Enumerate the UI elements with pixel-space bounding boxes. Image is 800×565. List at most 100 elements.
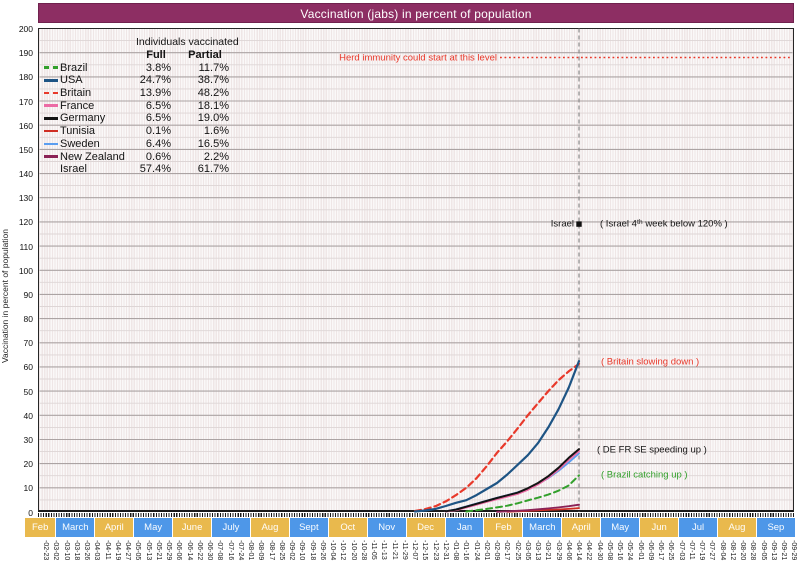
month-box-aug: Aug (250, 518, 289, 537)
x-axis-tick-strip (38, 513, 794, 517)
legend-partial-value: 11.7% (198, 61, 229, 74)
legend-header: Individuals vaccinated (136, 36, 239, 49)
x-tick-label: -05-08 (605, 540, 613, 561)
legend-country: USA (60, 74, 83, 87)
x-tick-label: -03-26 (83, 540, 90, 561)
x-tick-label: -06-30 (206, 540, 213, 561)
legend-country: Britain (60, 87, 92, 100)
y-tick-label: 160 (18, 120, 33, 131)
x-tick-label: -04-30 (595, 540, 603, 561)
x-tick-label: -09-02 (288, 540, 295, 561)
legend-country: Germany (60, 112, 106, 125)
y-tick-label: 90 (23, 289, 33, 300)
legend-partial-value: 2.2% (203, 150, 229, 163)
x-tick-label: -11-05 (370, 540, 377, 560)
x-tick-label: -06-01 (636, 540, 644, 561)
month-box-sept: Sept (289, 518, 328, 537)
x-tick-label: -05-29 (165, 540, 172, 561)
x-tick-label: -05-13 (144, 540, 152, 561)
x-tick-label: -12-23 (431, 540, 439, 561)
legend-swatch (44, 112, 60, 125)
x-tick-label: -09-13 (769, 540, 777, 561)
month-box-march: March (523, 518, 562, 537)
x-tick-label: -03-18 (72, 540, 80, 561)
x-tick-label: -07-24 (236, 540, 244, 561)
y-tick-label: 130 (18, 193, 33, 204)
legend-partial-value: 61.7% (197, 163, 229, 176)
month-box-jan: Jan (445, 518, 484, 537)
month-box-feb: Feb (484, 518, 523, 537)
x-tick-label: -02-09 (493, 540, 500, 561)
x-tick-label: -07-03 (677, 540, 685, 561)
month-box-june: June (173, 518, 212, 537)
x-tick-label: -09-26 (318, 540, 326, 561)
month-bar: Feb March April May June July Aug Sept Oct Nov Dec… (25, 518, 795, 537)
x-tick-label: -05-21 (154, 540, 162, 561)
x-tick-label: -10-12 (339, 540, 347, 561)
x-tick-label: -09-21 (780, 540, 787, 561)
legend-full-value: 0.6% (145, 150, 171, 163)
x-tick-label: -08-12 (728, 540, 736, 561)
x-tick-label: -03-13 (534, 540, 541, 561)
x-tick-label: -04-14 (575, 540, 582, 561)
x-tick-label: -07-16 (226, 540, 234, 561)
x-tick-label: -06-14 (185, 540, 193, 561)
x-tick-label: -02-25 (513, 540, 521, 561)
legend-swatch (44, 99, 60, 112)
y-tick-label: 190 (18, 48, 33, 59)
x-tick-label: -08-04 (718, 540, 726, 561)
legend-country: Israel (60, 163, 87, 176)
legend-full-value: 3.8% (145, 61, 171, 74)
x-tick-label: -10-28 (359, 540, 367, 561)
y-tick-label: 180 (18, 72, 33, 83)
legend-swatch (44, 74, 60, 87)
x-tick-label: -12-07 (411, 540, 418, 561)
x-tick-label: -08-20 (739, 540, 746, 561)
x-tick-label: -06-09 (646, 540, 654, 561)
month-box-sep: Sep (756, 518, 795, 537)
de-fr-se-annotation: ( DE FR SE speeding up ) (597, 444, 707, 456)
x-tick-label: -06-22 (195, 540, 203, 561)
x-tick-label: -09-29 (790, 540, 798, 561)
legend-full-value: 6.4% (145, 137, 171, 150)
x-tick-label: -04-06 (564, 540, 572, 561)
legend-line-sample (44, 104, 58, 108)
legend-country: Brazil (60, 61, 88, 74)
y-tick-label: 50 (23, 386, 33, 397)
x-tick-label: -10-20 (349, 540, 357, 561)
legend-col-full: Full (146, 49, 166, 62)
legend-line-sample (44, 66, 58, 70)
y-tick-label: 20 (23, 459, 33, 470)
x-tick-label: -08-09 (257, 540, 265, 561)
x-tick-label: -07-08 (216, 540, 224, 561)
y-tick-label: 150 (18, 144, 33, 155)
x-tick-label: -09-10 (298, 540, 306, 561)
y-tick-label: 200 (18, 24, 33, 34)
legend-full-value: 13.9% (139, 87, 171, 100)
x-tick-label: -05-05 (134, 540, 142, 561)
x-tick-label: -03-29 (554, 540, 562, 561)
legend-partial-value: 1.6% (203, 125, 229, 138)
month-box-jun: Jun (640, 518, 679, 537)
legend-swatch (44, 163, 60, 176)
x-tick-label: -01-08 (452, 540, 459, 561)
legend-line-sample (44, 142, 58, 146)
y-tick-label: 0 (28, 507, 33, 518)
legend-line-sample (44, 91, 58, 95)
legend-partial-value: 19.0% (197, 112, 229, 125)
israel-note-annotation: ( Israel 4ᵗʰ week below 120% ) (600, 218, 728, 230)
legend-swatch (44, 138, 60, 151)
y-tick-label: 140 (18, 169, 33, 180)
legend-line-sample (44, 129, 58, 133)
legend-full-value: 6.5% (145, 99, 171, 112)
y-tick-label: 170 (18, 96, 33, 107)
month-box-may: May (601, 518, 640, 537)
x-tick-label: -07-27 (708, 540, 716, 561)
x-tick-label: -12-31 (441, 540, 449, 561)
month-box-may: May (134, 518, 173, 537)
x-tick-label: -01-16 (462, 540, 470, 561)
x-tick-label: -08-17 (267, 540, 275, 561)
x-tick-label: -07-11 (687, 540, 695, 560)
month-box-march: March (56, 518, 95, 537)
